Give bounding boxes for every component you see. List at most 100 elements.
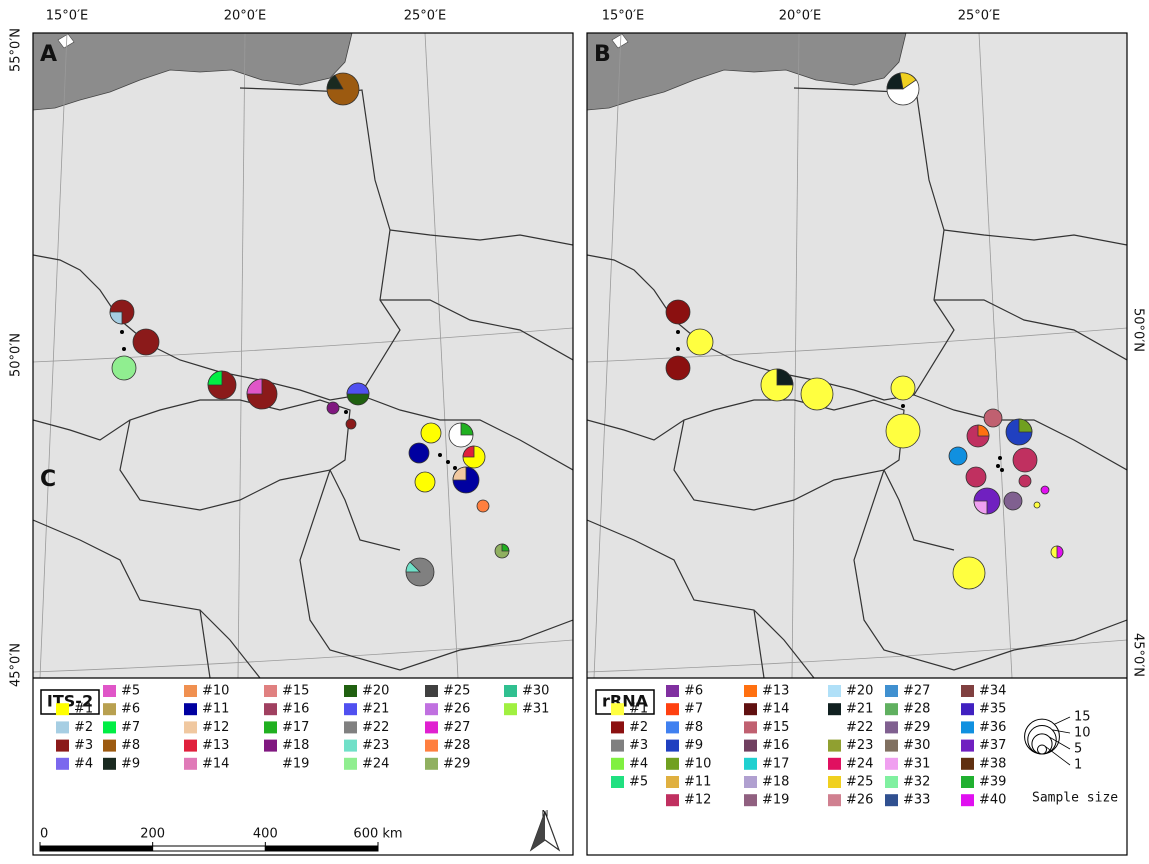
- legend-swatch: [344, 685, 357, 697]
- legend-label: #14: [762, 702, 789, 717]
- pie: [1019, 475, 1031, 487]
- legend-label: #10: [202, 684, 229, 699]
- legend-label: #24: [362, 756, 389, 771]
- legend-swatch: [828, 721, 841, 733]
- legend-label: #6: [121, 702, 140, 717]
- base-map: [587, 33, 1127, 678]
- pie: [801, 378, 833, 410]
- scale-bar-label: 0: [40, 827, 48, 842]
- legend-swatch: [666, 703, 679, 715]
- legend-label: #3: [629, 738, 648, 753]
- base-map: [33, 33, 573, 678]
- legend-label: #23: [362, 738, 389, 753]
- legend-label: #37: [979, 738, 1006, 753]
- legend-label: #24: [846, 756, 873, 771]
- legend-swatch: [961, 721, 974, 733]
- legend-label: #34: [979, 684, 1006, 699]
- legend-swatch: [885, 794, 898, 806]
- longitude-label: 25°0′E: [404, 9, 446, 24]
- legend-label: #31: [903, 756, 930, 771]
- legend-label: #19: [282, 756, 309, 771]
- legend-label: #11: [684, 775, 711, 790]
- legend-label: #18: [762, 775, 789, 790]
- legend-swatch: [961, 740, 974, 752]
- latitude-label: 45°0′N: [9, 643, 24, 687]
- legend-label: #4: [629, 756, 648, 771]
- scale-bar-segment: [153, 846, 266, 851]
- legend-swatch: [56, 721, 69, 733]
- sample-size-title: Sample size: [1032, 791, 1118, 806]
- legend-swatch: [264, 758, 277, 770]
- legend-label: #13: [202, 738, 229, 753]
- legend-label: #20: [846, 684, 873, 699]
- legend-swatch: [184, 740, 197, 752]
- legend-label: #25: [846, 775, 873, 790]
- inset-label: C: [40, 467, 56, 492]
- legend-swatch: [56, 758, 69, 770]
- legend-label: #30: [522, 684, 549, 699]
- legend-label: #22: [846, 720, 873, 735]
- legend-swatch: [611, 776, 624, 788]
- legend-swatch: [264, 740, 277, 752]
- legend-label: #16: [282, 702, 309, 717]
- legend-swatch: [103, 758, 116, 770]
- legend-swatch: [828, 758, 841, 770]
- pie: [409, 443, 429, 463]
- legend-swatch: [666, 721, 679, 733]
- scale-bar-segment: [265, 846, 378, 851]
- legend-label: #35: [979, 702, 1006, 717]
- longitude-label: 15°0′E: [46, 9, 88, 24]
- legend-label: #14: [202, 756, 229, 771]
- legend-label: #1: [74, 702, 93, 717]
- legend-swatch: [611, 758, 624, 770]
- legend-label: #31: [522, 702, 549, 717]
- panel-label: B: [594, 42, 611, 67]
- legend-label: #15: [282, 684, 309, 699]
- panel-label: A: [40, 42, 57, 67]
- legend-label: #19: [762, 793, 789, 808]
- site-dot: [120, 330, 124, 334]
- legend-label: #6: [684, 684, 703, 699]
- legend-label: #13: [762, 684, 789, 699]
- legend-label: #28: [903, 702, 930, 717]
- legend-swatch: [504, 703, 517, 715]
- legend-label: #29: [443, 756, 470, 771]
- site-dot: [1000, 468, 1004, 472]
- scale-bar-label: 400: [253, 827, 278, 842]
- legend-swatch: [184, 721, 197, 733]
- legend-swatch: [425, 685, 438, 697]
- legend-label: #18: [282, 738, 309, 753]
- latitude-label: 50°0′N: [1131, 308, 1146, 352]
- legend-label: #2: [74, 720, 93, 735]
- legend-swatch: [103, 685, 116, 697]
- site-dot: [446, 460, 450, 464]
- pie: [886, 414, 920, 448]
- legend-swatch: [961, 703, 974, 715]
- legend-swatch: [885, 776, 898, 788]
- site-dot: [676, 330, 680, 334]
- legend-swatch: [344, 740, 357, 752]
- pie: [415, 472, 435, 492]
- scale-bar-label: 200: [140, 827, 165, 842]
- legend-swatch: [744, 758, 757, 770]
- legend-label: #5: [121, 684, 140, 699]
- legend-swatch: [264, 703, 277, 715]
- site-dot: [998, 456, 1002, 460]
- sample-size-label: 15: [1074, 710, 1091, 725]
- legend-swatch: [828, 776, 841, 788]
- legend-label: #9: [684, 738, 703, 753]
- legend-swatch: [103, 721, 116, 733]
- legend-label: #4: [74, 756, 93, 771]
- latitude-label: 55°0′N: [9, 28, 24, 72]
- legend-label: #17: [762, 756, 789, 771]
- legend-swatch: [828, 740, 841, 752]
- legend-label: #32: [903, 775, 930, 790]
- legend-label: #28: [443, 738, 470, 753]
- legend-label: #40: [979, 793, 1006, 808]
- sample-size-label: 10: [1074, 726, 1091, 741]
- legend-swatch: [961, 776, 974, 788]
- legend-swatch: [264, 721, 277, 733]
- legend-swatch: [666, 776, 679, 788]
- legend-label: #3: [74, 738, 93, 753]
- legend-swatch: [744, 776, 757, 788]
